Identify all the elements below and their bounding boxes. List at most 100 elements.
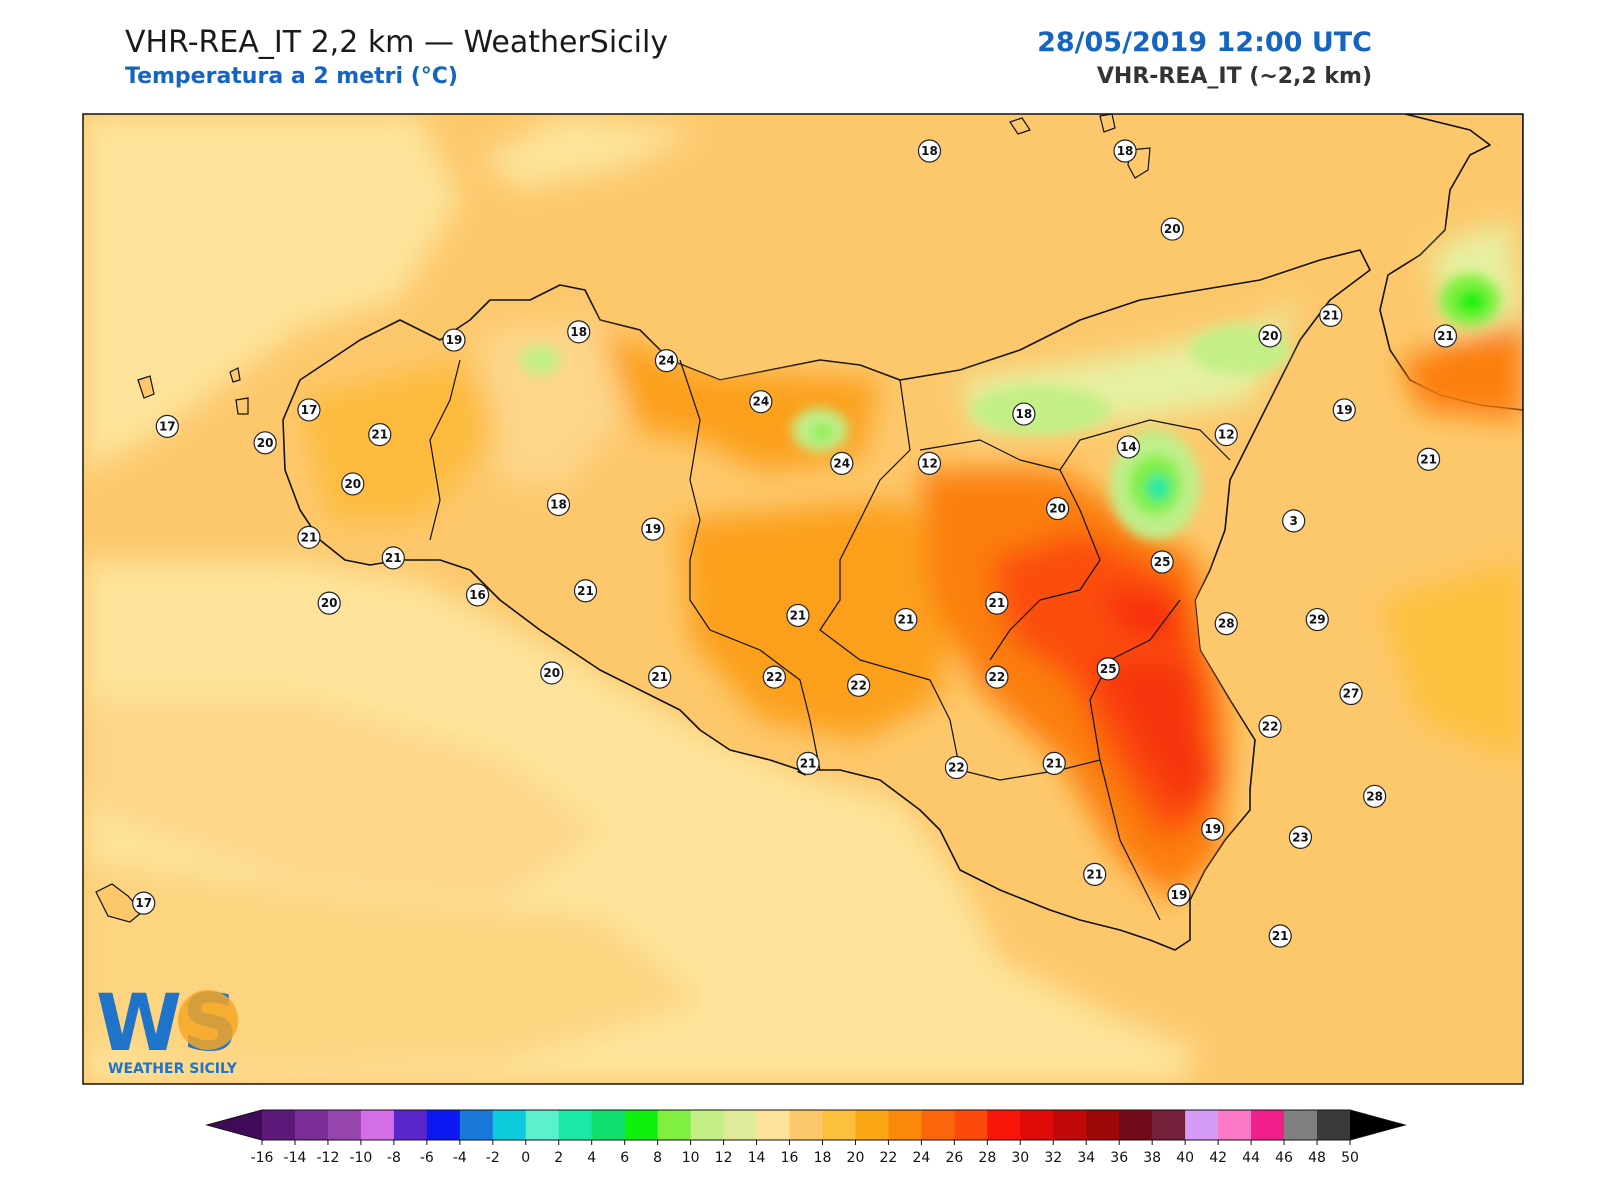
station-circle <box>155 414 179 438</box>
station-marker: 23 <box>1288 825 1313 849</box>
colorbar-swatch <box>822 1110 856 1140</box>
colorbar-swatch <box>327 1110 362 1140</box>
station-marker: 22 <box>944 755 969 780</box>
colorbar-swatch <box>492 1110 527 1140</box>
station-temperature-label: 18 <box>570 325 587 339</box>
station-circle <box>1282 509 1306 533</box>
station-marker: 24 <box>749 390 773 414</box>
colorbar-swatch <box>558 1110 593 1140</box>
station-temperature-label: 22 <box>989 670 1006 684</box>
station-temperature-label: 22 <box>850 678 867 692</box>
colorbar-swatch <box>624 1110 659 1140</box>
station-temperature-label: 3 <box>1289 514 1297 528</box>
station-temperature-label: 21 <box>371 428 388 442</box>
colorbar-tick-label: -16 <box>251 1150 274 1166</box>
station-marker: 17 <box>297 398 321 422</box>
station-marker: 21 <box>985 591 1009 615</box>
station-marker: 18 <box>1012 402 1036 426</box>
station-marker: 21 <box>1433 324 1458 348</box>
station-circle <box>465 583 490 607</box>
station-circle <box>1258 324 1282 348</box>
station-circle <box>1433 324 1458 348</box>
station-temperature-label: 25 <box>1100 662 1117 676</box>
station-circle <box>573 579 598 603</box>
station-temperature-label: 14 <box>1120 440 1137 454</box>
station-marker: 3 <box>1282 509 1306 533</box>
colorbar-tick-label: 8 <box>653 1150 662 1166</box>
station-marker: 21 <box>1268 924 1292 948</box>
colorbar-swatch <box>1119 1110 1153 1140</box>
station-temperature-label: 12 <box>1218 428 1235 442</box>
colorbar-tick-label: 14 <box>748 1150 766 1166</box>
station-circle <box>847 673 871 697</box>
colorbar-tick-label: 24 <box>912 1150 930 1166</box>
station-circle <box>1214 612 1238 636</box>
colorbar-swatch <box>459 1110 494 1140</box>
station-circle <box>985 591 1009 615</box>
colorbar-tick-label: 6 <box>620 1150 629 1166</box>
station-marker: 19 <box>1201 817 1225 841</box>
station-circle <box>648 665 672 689</box>
station-marker: 25 <box>1150 550 1174 574</box>
station-marker: 21 <box>573 579 598 603</box>
station-marker: 27 <box>1339 681 1363 706</box>
station-marker: 17 <box>155 414 179 438</box>
station-circle <box>944 755 969 780</box>
station-circle <box>253 431 277 455</box>
station-temperature-label: 16 <box>469 588 486 602</box>
station-circle <box>1339 681 1363 706</box>
station-markers: 18 18 20 19 18 24 24 17 17 20 21 20 21 21 20 18 19 16 21 24… <box>132 139 1458 948</box>
station-circle <box>830 451 854 475</box>
station-circle <box>749 390 773 414</box>
station-circle <box>654 349 679 373</box>
station-marker: 22 <box>847 673 871 697</box>
colorbar-swatch <box>393 1110 428 1140</box>
map-frame <box>82 113 1524 1085</box>
colorbar-swatch <box>789 1110 823 1140</box>
station-temperature-label: 22 <box>1262 719 1279 733</box>
station-temperature-label: 17 <box>159 419 176 433</box>
station-temperature-label: 20 <box>1164 222 1181 236</box>
logo-sun-icon <box>178 990 238 1050</box>
station-marker: 25 <box>1096 657 1120 681</box>
station-marker: 20 <box>317 591 341 615</box>
station-circle <box>317 591 341 615</box>
station-circle <box>786 603 810 628</box>
colorbar-tick-label: 32 <box>1044 1150 1062 1166</box>
station-circle <box>368 422 392 447</box>
station-circle <box>1319 303 1343 327</box>
colorbar-swatch <box>888 1110 922 1140</box>
colorbar-swatch <box>1284 1110 1318 1140</box>
station-temperature-label: 28 <box>1366 789 1383 803</box>
station-marker: 20 <box>341 472 365 496</box>
station-marker: 20 <box>540 661 564 685</box>
station-temperature-label: 21 <box>1086 867 1103 881</box>
colorbar-swatch <box>525 1110 560 1140</box>
station-marker: 21 <box>381 546 405 570</box>
colorbar-swatch <box>262 1110 296 1140</box>
colorbar-tick-label: 42 <box>1209 1150 1227 1166</box>
station-marker: 22 <box>985 665 1009 689</box>
station-temperature-label: 21 <box>898 613 915 627</box>
station-circle <box>132 891 156 915</box>
colorbar-swatch <box>723 1110 758 1140</box>
station-temperature-label: 21 <box>1322 308 1339 322</box>
station-temperature-label: 19 <box>1171 888 1188 902</box>
station-temperature-label: 21 <box>1437 329 1454 343</box>
colorbar-tick-label: 0 <box>521 1150 530 1166</box>
station-circle <box>641 517 665 541</box>
station-circle <box>1046 496 1070 521</box>
station-circle <box>1214 422 1238 447</box>
station-temperature-label: 21 <box>1272 929 1289 943</box>
colorbar-swatch <box>855 1110 889 1140</box>
station-marker: 18 <box>917 139 942 163</box>
colorbar-swatch <box>1185 1110 1219 1140</box>
station-marker: 18 <box>1113 139 1137 163</box>
station-circle <box>546 492 571 517</box>
station-temperature-label: 21 <box>989 596 1006 610</box>
province-borders <box>429 359 1231 921</box>
station-temperature-label: 22 <box>766 670 783 684</box>
station-marker: 28 <box>1214 612 1238 636</box>
station-temperature-label: 18 <box>1016 407 1033 421</box>
colorbar-tick-label: 30 <box>1011 1150 1029 1166</box>
